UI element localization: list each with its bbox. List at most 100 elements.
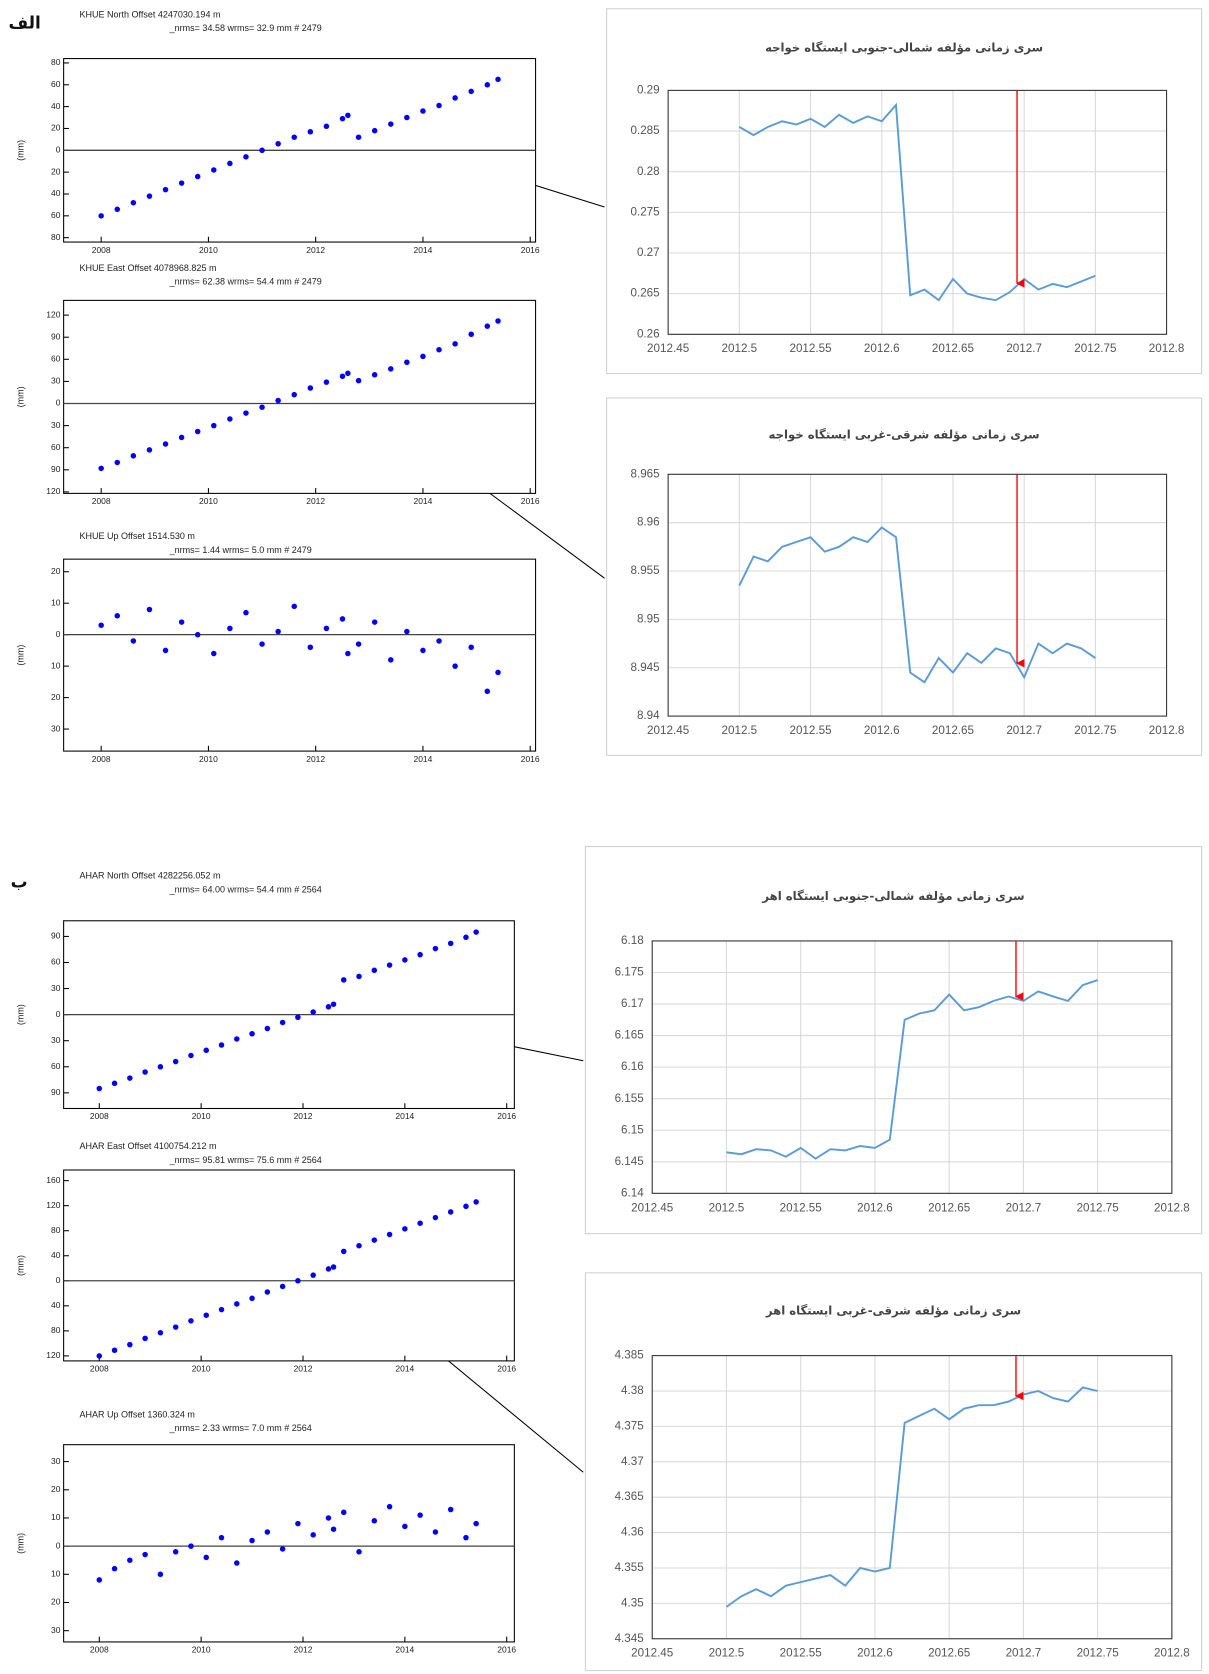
chart-subtitle: _nrms= 2.33 wrms= 7.0 mm # 2564 (169, 1423, 312, 1433)
data-point (227, 160, 233, 167)
data-point (259, 404, 265, 410)
chart-title: KHUE East Offset 4078968.825 m (80, 263, 217, 273)
x-tick-label: 2012 (294, 1111, 313, 1121)
data-point (249, 1030, 255, 1037)
data-point (130, 638, 137, 644)
y-tick-label: 4.355 (615, 1561, 644, 1574)
y-tick-label: 80 (51, 1325, 61, 1335)
x-tick-label: 2016 (497, 1111, 516, 1121)
x-tick-label: 2012.7 (1006, 1647, 1042, 1660)
y-tick-label: 60 (51, 957, 61, 967)
line-chart: سری زمانی مؤلفه شمالی-جنوبی ایستگاه خواج… (606, 8, 1203, 375)
chart-title: AHAR East Offset 4100754.212 m (80, 1141, 217, 1151)
data-point (146, 447, 153, 453)
data-point (188, 1052, 194, 1059)
data-point (495, 318, 501, 324)
x-tick-label: 2012 (294, 1364, 313, 1374)
plot-frame (63, 1444, 515, 1643)
x-tick-label: 2012.55 (780, 1201, 822, 1214)
data-point (355, 377, 362, 384)
x-tick-label: 2010 (199, 245, 218, 255)
plot-border (651, 1355, 1173, 1640)
plot-frame (63, 558, 537, 752)
x-tick-label: 2012.5 (709, 1201, 745, 1214)
x-tick-label: 2016 (521, 245, 540, 255)
x-tick-label: 2012.45 (631, 1647, 673, 1660)
data-point (264, 1025, 271, 1032)
y-tick-label: 6.165 (615, 1029, 644, 1042)
data-point (203, 1047, 209, 1054)
data-point (291, 134, 297, 140)
data-point (417, 951, 423, 958)
x-tick-label: 2012 (306, 496, 325, 506)
y-tick-label: 60 (51, 210, 61, 220)
data-point (249, 1295, 255, 1302)
data-point (307, 128, 314, 135)
y-tick-label: 60 (51, 1061, 61, 1071)
data-point (402, 1523, 408, 1530)
data-point (340, 1248, 347, 1255)
data-point (371, 619, 378, 625)
data-point (388, 366, 394, 372)
data-point (323, 123, 330, 130)
plot-border (651, 940, 1173, 1194)
data-point (386, 962, 393, 968)
x-tick-label: 2012.75 (1077, 1647, 1119, 1660)
data-point (279, 1019, 286, 1026)
chart-frame (606, 397, 1203, 756)
data-point (194, 428, 201, 435)
data-point (275, 140, 281, 147)
y-tick-label: 0 (56, 629, 61, 639)
y-axis-label: (mm) (16, 1255, 26, 1276)
data-point (264, 1289, 271, 1295)
x-tick-label: 2014 (395, 1111, 414, 1121)
data-point (142, 1069, 148, 1075)
y-tick-label: 90 (51, 331, 61, 341)
data-point (340, 1509, 347, 1516)
data-point (203, 1312, 209, 1318)
data-point (325, 1515, 332, 1521)
data-point (98, 622, 104, 628)
data-point (463, 934, 469, 941)
data-point (371, 1237, 378, 1243)
x-tick-label: 2012.7 (1006, 1201, 1042, 1214)
x-tick-label: 2012.5 (722, 342, 758, 355)
y-tick-label: 0 (56, 1540, 61, 1550)
y-tick-label: 60 (51, 354, 61, 364)
y-tick-label: 30 (51, 983, 61, 993)
data-point (388, 657, 394, 663)
data-point (452, 663, 458, 669)
x-tick-label: 2014 (414, 754, 433, 764)
plot-border (667, 89, 1168, 335)
series-line (738, 526, 1096, 684)
chart-frame (606, 8, 1203, 375)
x-tick-label: 2010 (192, 1111, 211, 1121)
data-point (111, 1347, 118, 1354)
data-point (447, 1506, 454, 1513)
series-line (726, 979, 1098, 1160)
x-tick-label: 2012.8 (1149, 342, 1185, 355)
y-tick-label: 4.37 (621, 1455, 644, 1468)
data-point (468, 88, 474, 95)
x-tick-label: 2008 (90, 1111, 109, 1121)
data-point (142, 1335, 148, 1342)
data-point (203, 1554, 209, 1561)
chart-title: سری زمانی مؤلفه شمالی-جنوبی ایستگاه خواج… (765, 40, 1043, 55)
data-point (249, 1537, 255, 1544)
data-point (130, 199, 137, 206)
data-point (386, 1503, 393, 1510)
chart-subtitle: _nrms= 64.00 wrms= 54.4 mm # 2564 (169, 884, 322, 894)
y-axis-label: (mm) (16, 1004, 26, 1025)
chart-title: سری زمانی مؤلفه شرقی-غربی ایستگاه اهر (765, 1304, 1021, 1319)
data-point (178, 619, 185, 625)
y-tick-label: 4.365 (615, 1490, 644, 1503)
y-tick-label: 10 (51, 1512, 61, 1522)
data-point (310, 1272, 316, 1278)
x-tick-label: 2008 (90, 1364, 109, 1374)
y-tick-label: 30 (51, 376, 61, 386)
data-point (243, 410, 249, 416)
data-point (234, 1301, 240, 1307)
data-point (436, 102, 442, 109)
y-tick-label: 120 (46, 1350, 60, 1360)
data-point (114, 206, 121, 213)
